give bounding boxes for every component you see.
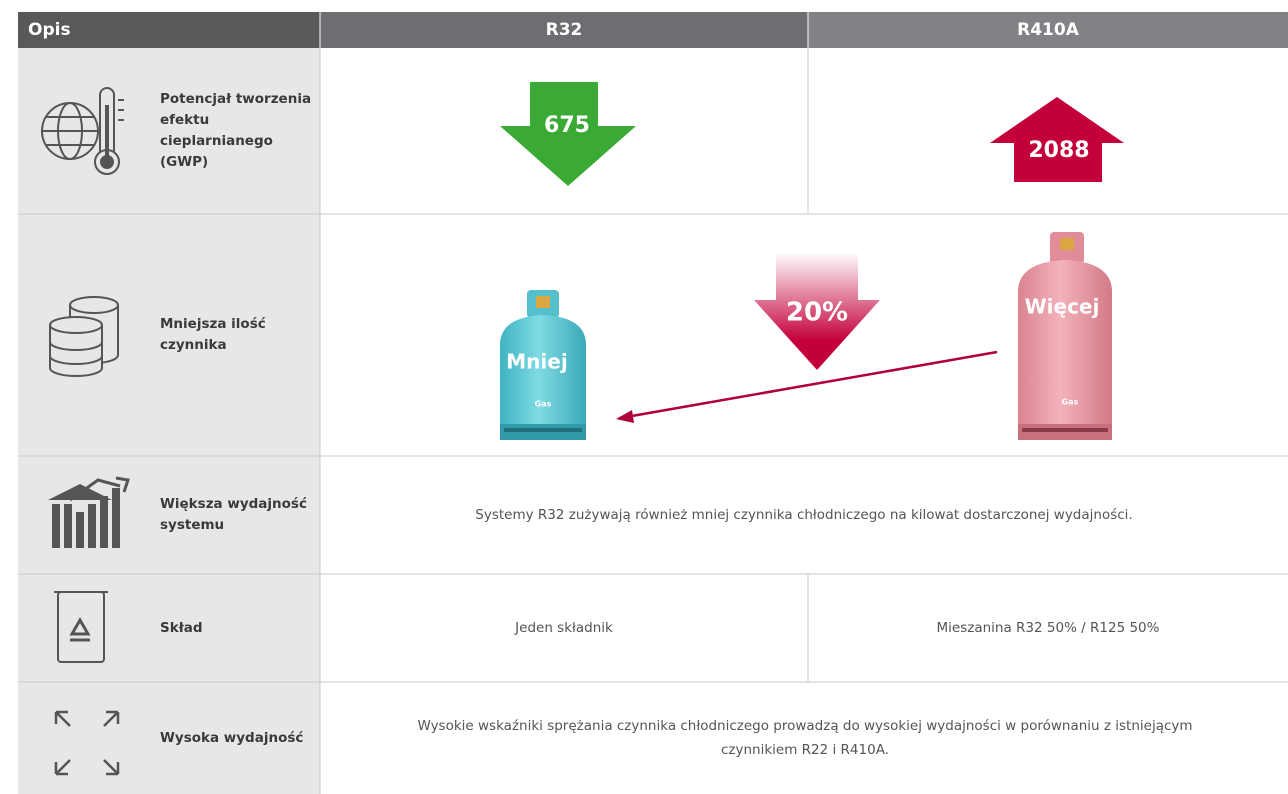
reduction-arrow: [754, 252, 880, 370]
header-cell: [18, 12, 320, 48]
row-label: Skład: [160, 619, 203, 636]
cell-text: Mieszanina R32 50% / R125 50%: [936, 620, 1160, 636]
icon-expand: [54, 710, 120, 776]
row-label: Większa wydajność systemu: [160, 496, 307, 533]
grid: [18, 48, 1288, 794]
cell-text: Systemy R32 zużywają również mniej czynn…: [475, 507, 1133, 523]
up-arrow: [990, 97, 1124, 182]
cylinder-label: Mniej: [506, 350, 567, 374]
down-arrow: [500, 82, 636, 186]
row-label: Mniejsza ilość czynnika: [160, 316, 266, 353]
header-text: R32: [545, 20, 583, 40]
header-cell: [320, 12, 808, 48]
icon-recycle: [54, 591, 108, 663]
header-cell: [808, 12, 1288, 48]
pointer-line: [625, 350, 998, 419]
cell-text: Wysokie wskaźniki sprężania czynnika chł…: [417, 718, 1193, 758]
reduction-value: 20%: [786, 298, 848, 328]
label-column: [18, 48, 320, 794]
icon-growth: [48, 476, 130, 548]
icon-stack: [49, 296, 119, 377]
pointer-head: [616, 410, 634, 423]
header-text: Opis: [28, 20, 71, 40]
cylinder-tag: Gas: [535, 400, 552, 409]
cylinder-tag: Gas: [1062, 398, 1079, 407]
icon-gwp: [41, 87, 124, 175]
gwp-value: 2088: [1028, 138, 1089, 163]
gwp-value: 675: [544, 113, 590, 138]
row-label: Wysoka wydajność: [160, 729, 304, 746]
cylinder-r410a: [1018, 232, 1112, 440]
row-label: Potencjał tworzenia efektu cieplarnianeg…: [160, 91, 312, 170]
header-text: R410A: [1017, 20, 1079, 40]
cell-text: Jeden składnik: [515, 620, 613, 636]
cylinder-label: Więcej: [1025, 295, 1100, 319]
cylinder-r32: [500, 290, 586, 440]
